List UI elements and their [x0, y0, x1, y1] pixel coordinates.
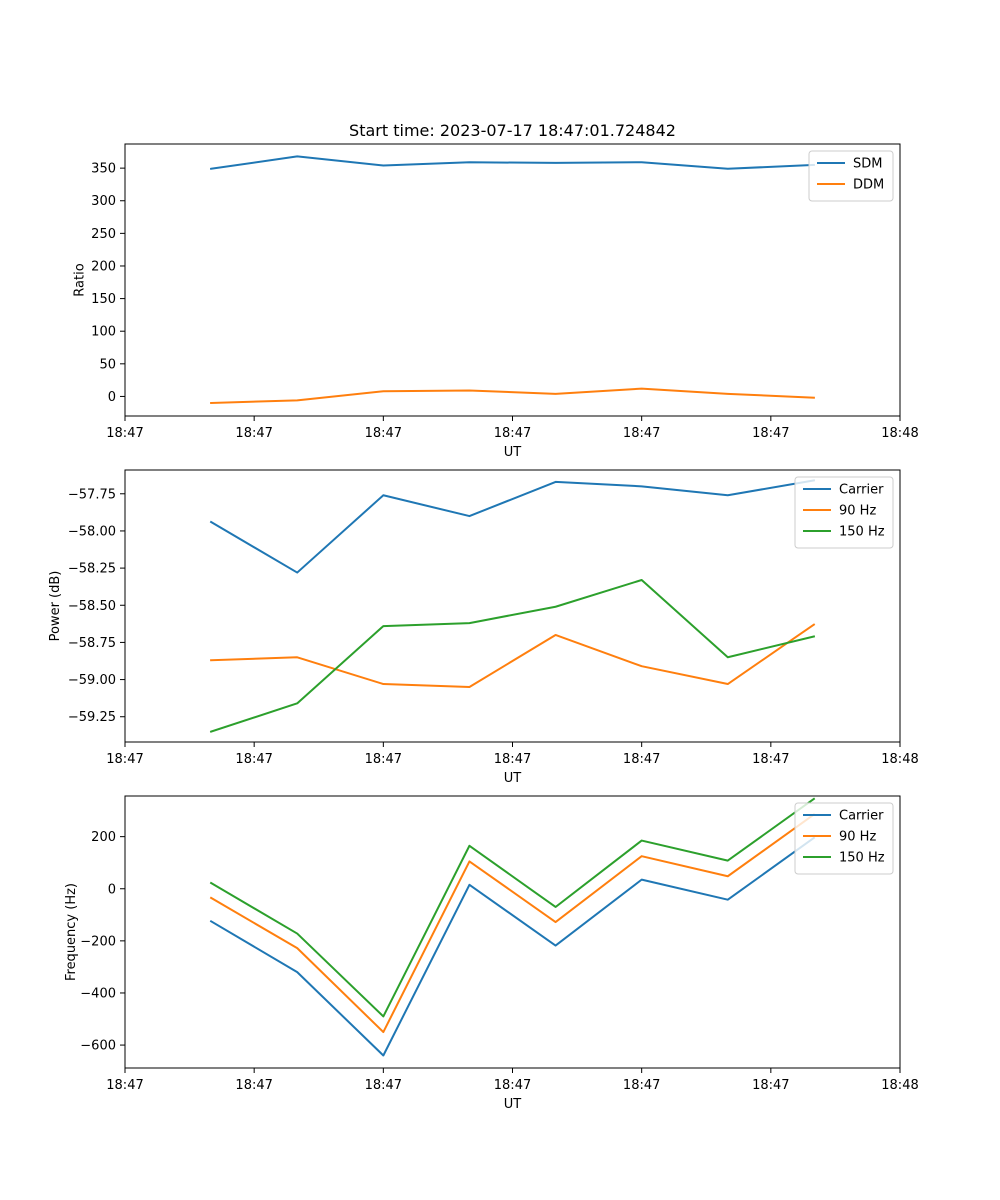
y-axis-label: Ratio — [72, 263, 87, 296]
x-tick-label: 18:47 — [623, 1078, 660, 1093]
y-tick-label: −200 — [80, 934, 116, 949]
series-line-90-hz — [210, 623, 816, 689]
x-tick-label: 18:48 — [881, 752, 918, 767]
y-axis-label: Frequency (Hz) — [64, 883, 79, 981]
x-axis-label: UT — [504, 445, 522, 460]
y-tick-label: 0 — [108, 882, 116, 897]
x-tick-label: 18:47 — [365, 1078, 402, 1093]
series-line-sdm — [209, 155, 815, 170]
y-tick-label: 300 — [91, 194, 116, 209]
series-line-ddm — [210, 387, 815, 404]
legend: Carrier 90 Hz 150 Hz — [794, 476, 894, 549]
y-tick-label: −59.00 — [68, 673, 116, 688]
chart-panel-3: 18:47 18:47 18:47 18:47 18:47 18:47 18:48 −600 −… — [64, 795, 919, 1112]
series-line-150-hz — [209, 578, 816, 733]
x-tick-label: 18:47 — [752, 752, 789, 767]
y-tick-label: 0 — [108, 390, 116, 405]
chart-panel-1: Start time: 2023-07-17 18:47:01.724842 18… — [72, 121, 918, 460]
x-tick-label: 18:47 — [106, 1078, 143, 1093]
x-tick-label: 18:47 — [235, 752, 272, 767]
y-tick-label: 150 — [91, 292, 116, 307]
x-tick-label: 18:47 — [494, 426, 531, 441]
x-tick-label: 18:47 — [752, 1078, 789, 1093]
x-tick-label: 18:47 — [623, 752, 660, 767]
x-tick-label: 18:48 — [881, 426, 918, 441]
y-tick-label: −58.25 — [68, 562, 116, 577]
x-tick-label: 18:47 — [494, 752, 531, 767]
x-tick-label: 18:47 — [235, 426, 272, 441]
chart-panel-2: 18:47 18:47 18:47 18:47 18:47 18:47 18:48 −59.2… — [48, 469, 919, 786]
x-tick-label: 18:47 — [106, 426, 143, 441]
x-axis-label: UT — [504, 1097, 522, 1112]
x-tick-label: 18:47 — [235, 1078, 272, 1093]
legend-label: DDM — [853, 178, 884, 193]
legend: Carrier 90 Hz 150 Hz — [794, 802, 894, 875]
legend: SDM DDM — [808, 150, 894, 202]
y-tick-label: 350 — [91, 162, 116, 177]
legend-label: 90 Hz — [839, 504, 876, 519]
legend-label: Carrier — [839, 483, 884, 498]
legend-label: SDM — [853, 157, 882, 172]
y-tick-label: 250 — [91, 227, 116, 242]
x-tick-label: 18:47 — [752, 426, 789, 441]
x-tick-label: 18:47 — [106, 752, 143, 767]
legend-label: 150 Hz — [839, 851, 885, 866]
legend-label: Carrier — [839, 809, 884, 824]
x-tick-label: 18:47 — [365, 752, 402, 767]
x-tick-label: 18:47 — [623, 426, 660, 441]
series-line-carrier — [209, 479, 816, 574]
y-tick-label: −58.00 — [68, 524, 116, 539]
x-tick-label: 18:47 — [494, 1078, 531, 1093]
y-axis-label: Power (dB) — [48, 571, 63, 642]
y-tick-label: −57.75 — [68, 487, 116, 502]
y-tick-label: −600 — [80, 1039, 116, 1054]
legend-label: 90 Hz — [839, 830, 876, 845]
legend-label: 150 Hz — [839, 525, 885, 540]
y-tick-label: −400 — [80, 986, 116, 1001]
y-tick-label: −58.75 — [68, 636, 116, 651]
series-line-90-hz — [209, 813, 816, 1034]
y-tick-label: 100 — [91, 325, 116, 340]
y-tick-label: −59.25 — [68, 710, 116, 725]
series-line-carrier — [209, 836, 816, 1057]
chart-title: Start time: 2023-07-17 18:47:01.724842 — [349, 121, 676, 140]
y-tick-label: −58.50 — [68, 599, 116, 614]
y-tick-label: 50 — [99, 357, 116, 372]
x-tick-label: 18:47 — [365, 426, 402, 441]
series-line-150-hz — [209, 797, 816, 1018]
x-tick-label: 18:48 — [881, 1078, 918, 1093]
y-tick-label: 200 — [91, 830, 116, 845]
x-axis-label: UT — [504, 771, 522, 786]
y-tick-label: 200 — [91, 259, 116, 274]
